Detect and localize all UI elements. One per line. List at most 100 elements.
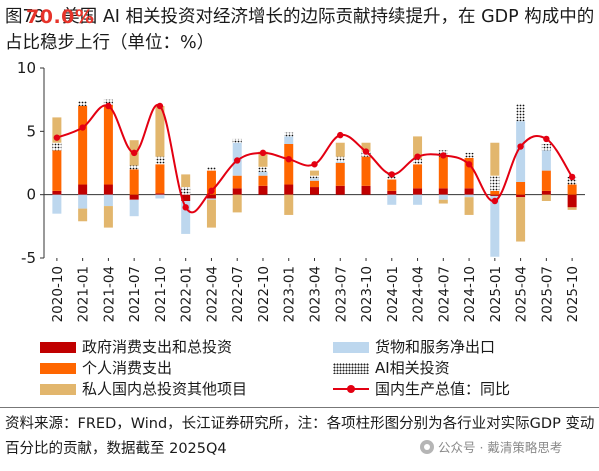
bar-other-private [464,197,474,215]
legend-label-ai: AI相关投资 [375,359,450,377]
bar-net-exports [258,171,268,176]
gdp-point [105,102,112,110]
bar-ai [232,138,242,143]
legend-item-ai: AI相关投资 [333,359,450,377]
bar-other-private [258,151,268,167]
gdp-point [388,171,395,178]
x-tick-label: 2025-10 [565,266,581,322]
x-tick-label: 2020-10 [50,266,66,322]
x-tick-label: 2024-07 [436,266,452,322]
gdp-point [491,197,499,205]
x-tick-label: 2023-07 [333,266,349,322]
x-tick-label: 2022-01 [179,266,195,322]
bar-other-private [103,206,113,228]
bar-ai [413,159,423,165]
bar-gov [387,190,397,195]
bar-other-private [232,194,242,213]
gdp-point [362,148,370,155]
bar-consumption [567,184,577,195]
bar-gov [258,185,268,195]
bar-ai [284,132,294,137]
bar-net-exports [103,194,113,207]
bar-net-exports [490,195,500,257]
y-tick-label: 0 [26,186,36,204]
bar-other-private [361,142,371,152]
bar-other-private [567,207,577,210]
y-tick-label: -5 [21,249,36,267]
bar-net-exports [78,194,88,209]
bar-consumption [103,104,113,185]
gdp-point [311,161,318,168]
legend-swatch-gdp [333,384,369,395]
bar-net-exports [387,194,397,205]
legend-swatch-net-exports [333,341,369,353]
bar-ai [52,142,62,151]
bar-gov [438,188,448,195]
gdp-point [156,102,164,110]
bar-net-exports [464,194,474,198]
footnote: 资料来源：FRED，Wind，长江证券研究所，注：各项柱形图分别为各行业对实际G… [5,416,595,457]
bar-gov [129,194,139,200]
x-tick-label: 2025-07 [539,266,555,322]
bar-gov [516,194,526,198]
bar-consumption [490,190,500,195]
bar-consumption [78,106,88,185]
bar-ai [258,166,268,172]
bar-gov [284,184,294,195]
bar-consumption [129,169,139,195]
y-tick-label: 5 [26,122,36,140]
bar-consumption [516,182,526,195]
bar-other-private [78,208,88,222]
bar-gov [361,185,371,195]
bar-other-private [310,170,319,176]
bar-other-private [284,194,294,215]
bar-gov [464,188,474,195]
bar-gov [155,193,165,195]
watermark: 公众号 · 戴清策略思考 [420,437,562,456]
legend-item-net-exports: 货物和服务净出口 [333,338,495,356]
x-tick-label: 2023-01 [282,266,298,322]
bar-net-exports [206,198,216,200]
bar-other-private [541,194,551,201]
y-tick-label: 10 [17,62,36,77]
bar-other-private [206,199,216,228]
x-tick-label: 2022-07 [230,266,246,322]
legend-item-consumption: 个人消费支出 [40,359,172,377]
gdp-point [234,157,241,164]
gdp-point [79,124,86,131]
bar-ai [181,187,191,195]
x-tick-label: 2021-10 [153,266,169,322]
x-tick-label: 2022-10 [256,266,272,322]
gdp-point [285,156,292,163]
legend-swatch-gov [40,341,76,353]
bar-net-exports [155,194,165,199]
bar-gov [310,187,319,195]
bar-ai [155,156,165,165]
bar-net-exports [516,121,526,182]
bar-net-exports [310,178,319,181]
legend-label-gov: 政府消费支出和总投资 [82,338,233,356]
x-tick-label: 2024-04 [411,266,427,322]
bar-net-exports [413,194,423,205]
bar-other-private [490,142,500,176]
gdp-point [465,161,473,168]
bar-consumption [206,170,216,195]
bar-other-private [413,136,423,160]
bar-consumption [464,157,474,189]
x-tick-label: 2023-10 [359,266,375,322]
bar-other-private [516,197,526,242]
bar-ai [335,156,345,162]
x-tick-label: 2025-01 [488,266,504,322]
bar-consumption [413,164,423,189]
x-tick-label: 2025-04 [514,266,530,322]
bar-gov [541,190,551,195]
bar-net-exports [335,161,345,163]
bar-ai [490,175,500,191]
gdp-point [208,187,215,195]
bar-net-exports [284,136,294,144]
bar-ai [310,175,319,179]
bar-consumption [438,156,448,189]
x-tick-label: 2021-04 [101,266,117,322]
bar-consumption [232,175,242,189]
gdp-point [517,143,524,150]
